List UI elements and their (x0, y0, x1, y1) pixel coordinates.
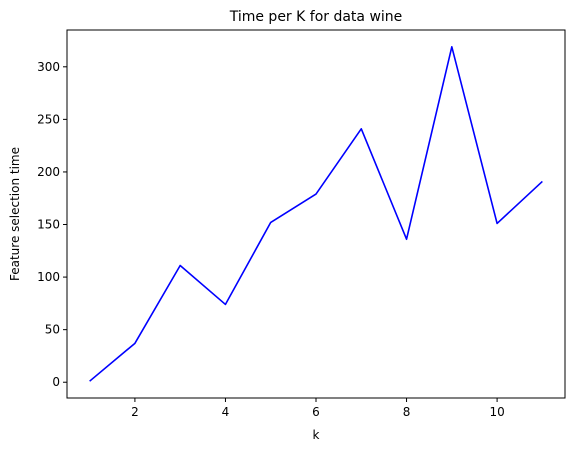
x-tick-label: 10 (489, 405, 504, 419)
y-tick-label: 300 (37, 60, 60, 74)
plot-frame (66, 29, 566, 399)
y-tick-label: 200 (37, 165, 60, 179)
x-tick-label: 4 (222, 405, 230, 419)
y-tick-label: 100 (37, 270, 60, 284)
chart-title: Time per K for data wine (229, 9, 403, 25)
series-layer (89, 46, 543, 382)
x-tick-label: 2 (131, 405, 139, 419)
y-ticks: 0 50 100 150 200 250 300 (37, 60, 67, 389)
y-tick-label: 250 (37, 112, 60, 126)
x-ticks: 2 4 6 8 10 (131, 398, 505, 419)
series-line (89, 46, 543, 382)
y-axis-label: Feature selection time (8, 147, 22, 281)
y-tick-label: 150 (37, 218, 60, 232)
x-tick-label: 6 (312, 405, 320, 419)
plot-background (67, 30, 565, 398)
x-axis-label: k (313, 428, 320, 442)
y-tick-label: 0 (52, 375, 60, 389)
x-tick-label: 8 (403, 405, 411, 419)
y-tick-label: 50 (45, 323, 60, 337)
